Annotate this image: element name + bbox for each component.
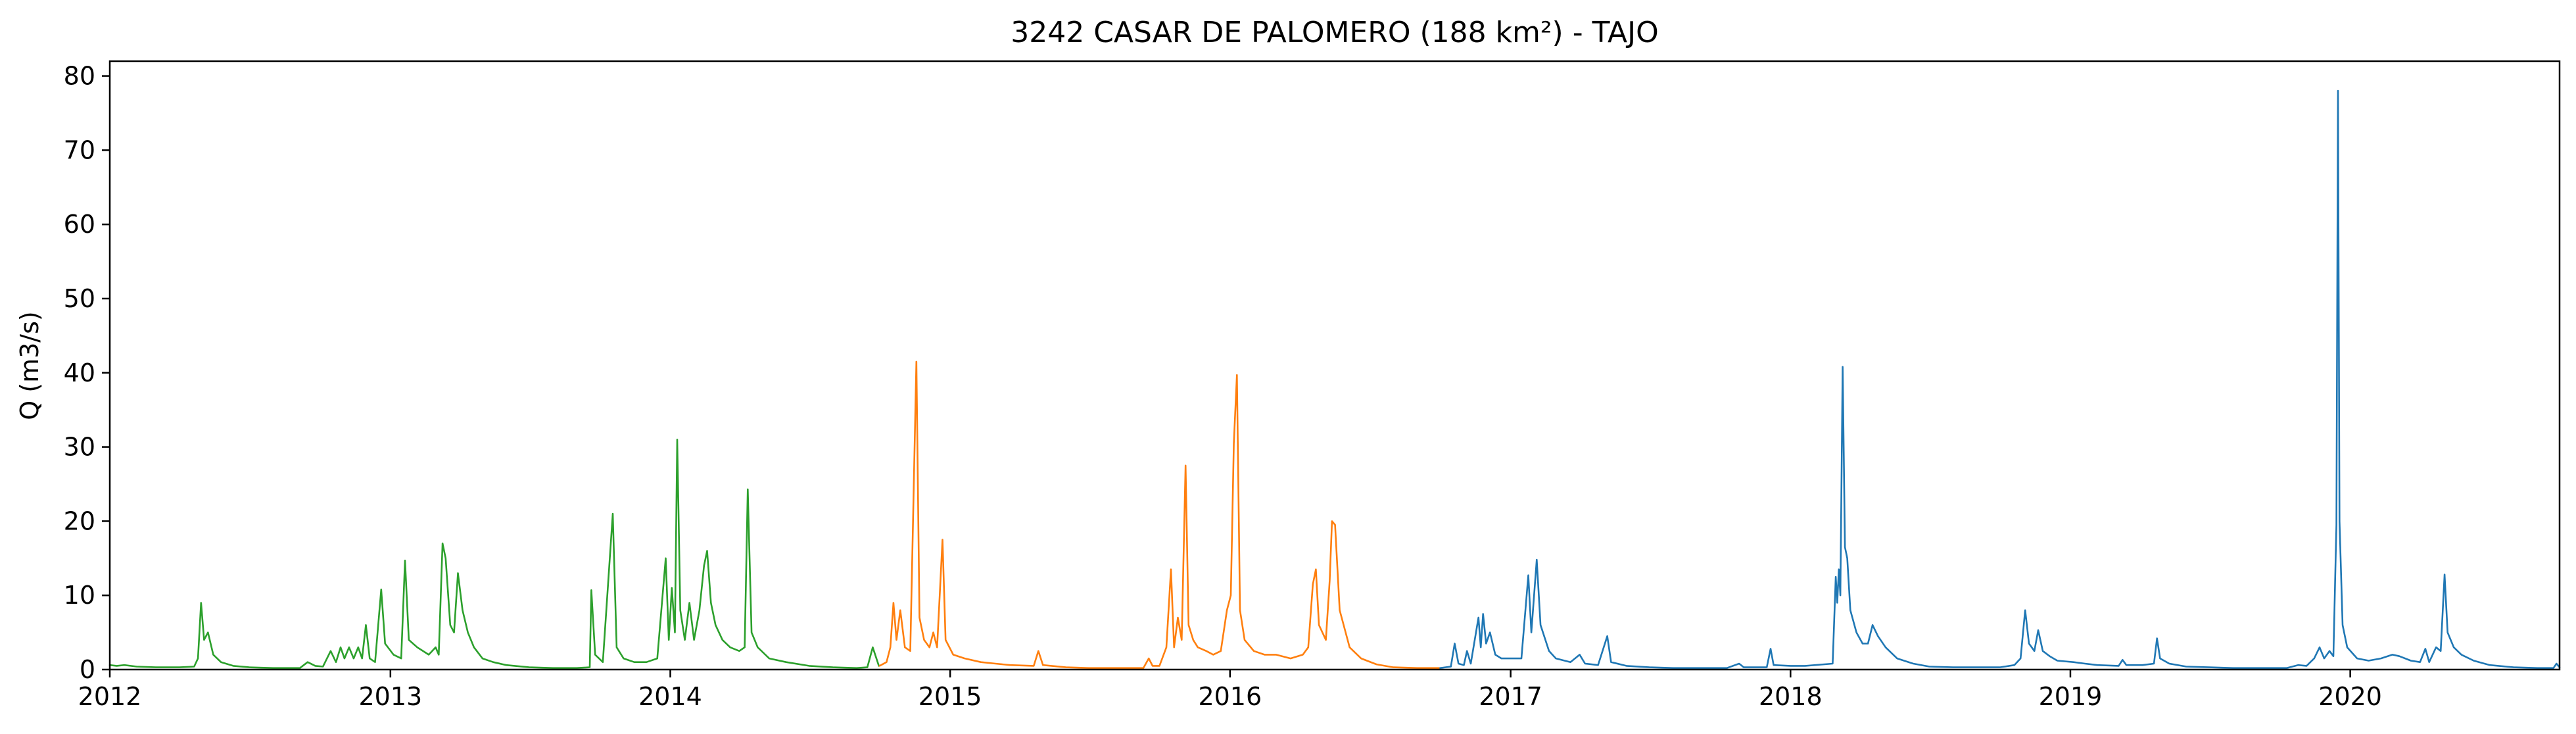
x-tick-label: 2017	[1479, 682, 1542, 711]
plot-frame	[108, 60, 2561, 671]
y-tick-label: 50	[64, 284, 95, 313]
x-tick-label: 2020	[2318, 682, 2382, 711]
y-tick-label: 30	[64, 433, 95, 462]
x-tick-label: 2016	[1198, 682, 1262, 711]
series-layer	[108, 89, 2561, 669]
y-axis: 0 10 20 30 40 50 60 70 80	[64, 62, 110, 684]
x-tick-label: 2015	[918, 682, 982, 711]
series-line-blue	[1439, 89, 2561, 669]
x-tick-label: 2018	[1759, 682, 1823, 711]
y-axis-label: Q (m3/s)	[15, 311, 44, 420]
y-tick-label: 10	[64, 581, 95, 610]
y-tick-label: 0	[80, 655, 95, 684]
x-tick-label: 2013	[358, 682, 422, 711]
y-tick-label: 80	[64, 62, 95, 91]
x-tick-label: 2012	[78, 682, 142, 711]
y-tick-label: 40	[64, 358, 95, 387]
y-tick-label: 70	[64, 135, 95, 164]
y-tick-label: 20	[64, 506, 95, 535]
series-line-orange	[878, 360, 1441, 669]
chart-title: 3242 CASAR DE PALOMERO (188 km²) - TAJO	[1011, 16, 1659, 49]
x-tick-label: 2014	[638, 682, 702, 711]
series-line-green	[108, 439, 880, 669]
x-tick-label: 2019	[2039, 682, 2103, 711]
x-axis: 2012 2013 2014 2015 2016 2017 2018 2019 2020	[78, 670, 2382, 711]
y-tick-label: 60	[64, 210, 95, 239]
